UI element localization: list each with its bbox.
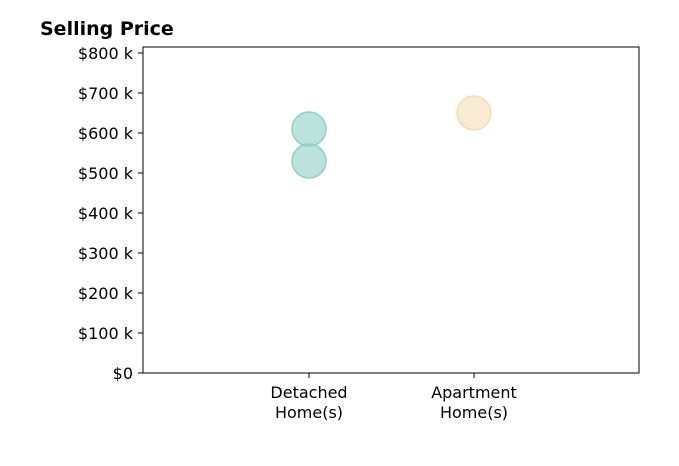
y-tick-label: $0 — [113, 364, 133, 383]
y-tick-label: $600 k — [78, 124, 134, 143]
data-point — [291, 143, 327, 179]
y-tick-label: $300 k — [78, 244, 134, 263]
y-tick-label: $200 k — [78, 284, 134, 303]
y-tick-label: $400 k — [78, 204, 134, 223]
y-tick-label: $500 k — [78, 164, 134, 183]
y-tick-label: $800 k — [78, 44, 134, 63]
chart-title: Selling Price — [40, 18, 174, 40]
plot-frame — [142, 46, 640, 374]
data-point — [291, 111, 327, 147]
y-axis: $0 $100 k $200 k $300 k $400 k $500 k $600 k $7… — [78, 44, 143, 383]
x-tick-label: Detached Home(s) — [270, 383, 347, 422]
x-axis: Detached Home(s) Apartment Home(s) — [270, 373, 517, 422]
data-point — [456, 95, 492, 131]
data-marks — [291, 95, 492, 179]
x-tick-label: Apartment Home(s) — [431, 383, 517, 422]
y-tick-label: $700 k — [78, 84, 134, 103]
y-tick-label: $100 k — [78, 324, 134, 343]
